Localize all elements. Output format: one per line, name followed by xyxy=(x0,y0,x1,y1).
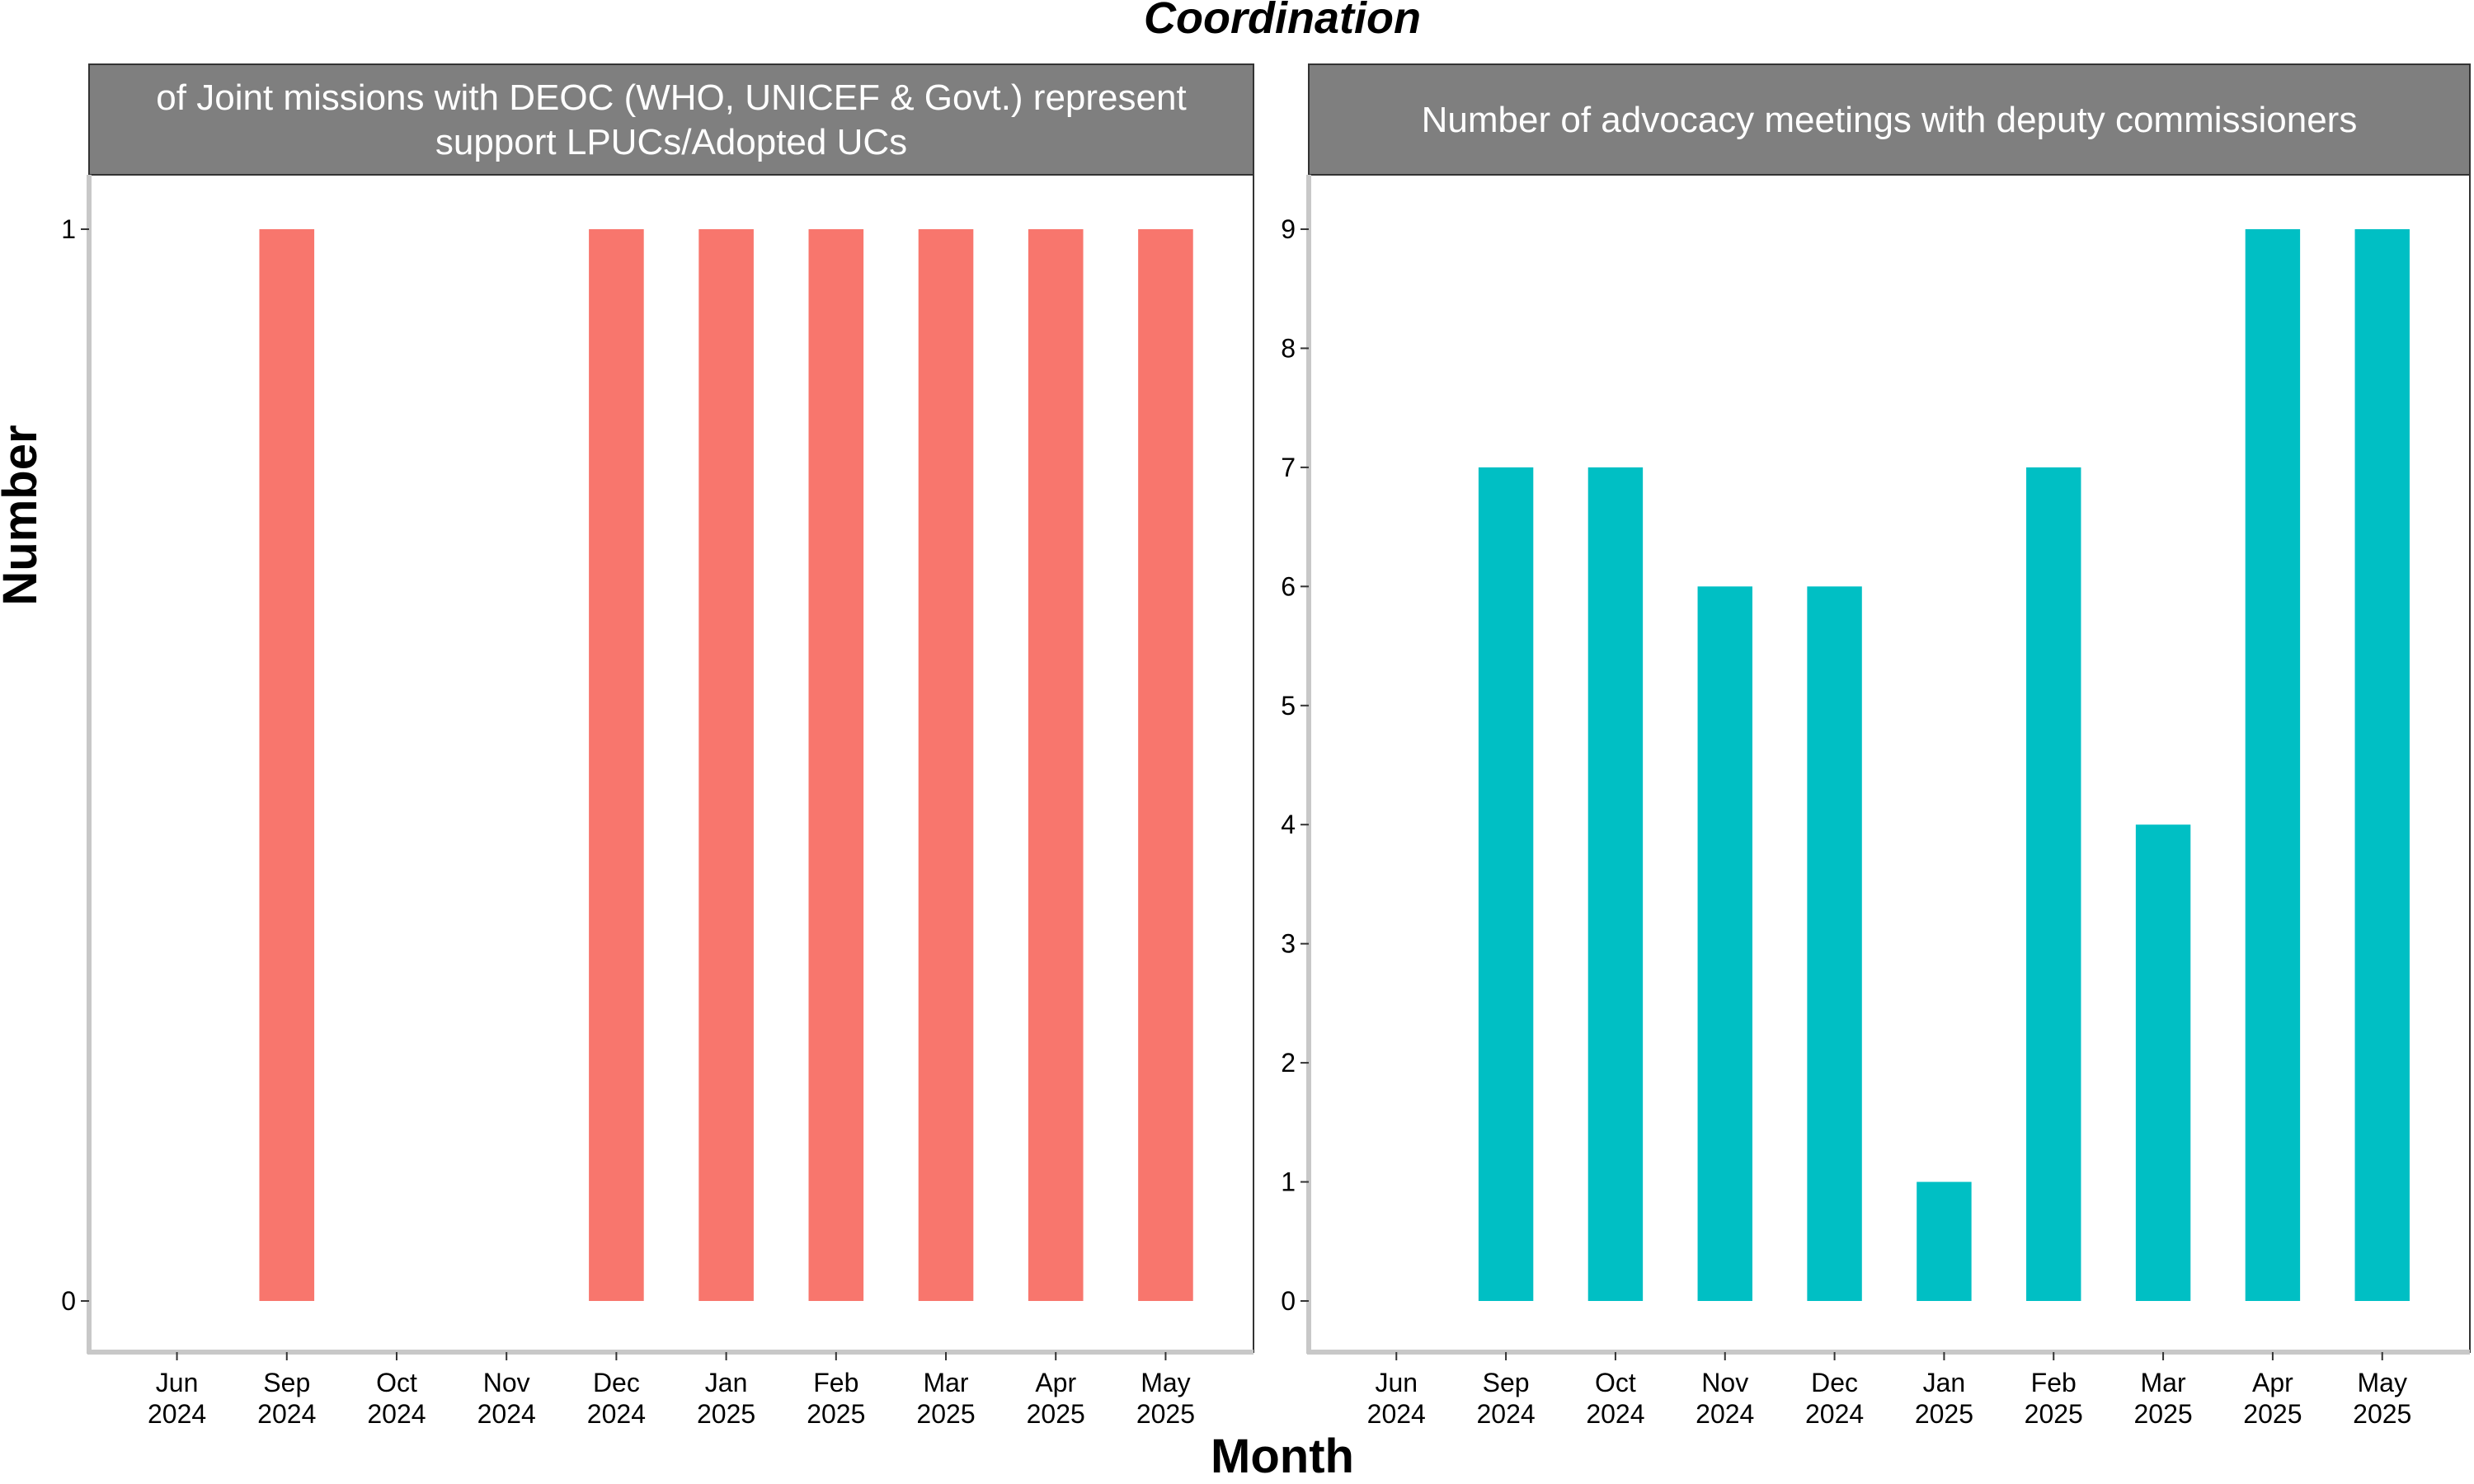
y-tick-label: 6 xyxy=(1281,571,1296,601)
x-tick-label: Sep 2024 xyxy=(1477,1368,1536,1429)
y-tick-label: 9 xyxy=(1281,214,1296,244)
y-tick-label: 3 xyxy=(1281,929,1296,959)
strip-clip: of Joint missions with DEOC (WHO, UNICEF… xyxy=(156,77,1186,162)
x-tick-label: May 2025 xyxy=(1136,1368,1195,1429)
x-tick-label: Nov 2024 xyxy=(477,1368,536,1429)
x-tick-label: Jan 2025 xyxy=(1915,1368,1973,1429)
y-tick-label: 0 xyxy=(61,1286,76,1316)
bar xyxy=(589,229,644,1301)
y-axis-title: Number xyxy=(0,425,47,605)
bar xyxy=(1028,229,1084,1301)
x-tick-label: May 2025 xyxy=(2353,1368,2411,1429)
x-tick-label: Mar 2025 xyxy=(916,1368,975,1429)
bar xyxy=(1587,467,1644,1301)
bar xyxy=(1807,586,1862,1301)
x-tick-label: Apr 2025 xyxy=(2243,1368,2302,1429)
y-tick-label: 8 xyxy=(1281,333,1296,363)
x-tick-label: Nov 2024 xyxy=(1696,1368,1754,1429)
x-tick-label: Jun 2024 xyxy=(148,1368,206,1429)
panel-1: of Joint missions with DEOC (WHO, UNICEF… xyxy=(61,63,1254,1429)
panel-2: Number of advocacy meetings with deputy … xyxy=(1281,63,2471,1429)
y-tick-label: 5 xyxy=(1281,691,1296,721)
bar xyxy=(1138,229,1193,1301)
strip-background xyxy=(1308,63,2471,176)
bar xyxy=(2245,229,2301,1301)
x-tick-label: Oct 2024 xyxy=(367,1368,426,1429)
bar xyxy=(2026,467,2081,1301)
y-tick-label: 1 xyxy=(1281,1167,1296,1197)
x-tick-label: Feb 2025 xyxy=(2025,1368,2083,1429)
y-tick-label: 0 xyxy=(1281,1286,1296,1316)
x-tick-label: Apr 2025 xyxy=(1027,1368,1085,1429)
facet-title-line: support LPUCs/Adopted UCs xyxy=(435,122,907,162)
x-tick-label: Jan 2025 xyxy=(697,1368,755,1429)
x-tick-label: Dec 2024 xyxy=(1805,1368,1864,1429)
bar xyxy=(698,229,754,1301)
bar xyxy=(2135,824,2191,1301)
x-tick-label: Oct 2024 xyxy=(1586,1368,1644,1429)
x-tick-label: Dec 2024 xyxy=(587,1368,646,1429)
strip-background xyxy=(88,63,1254,176)
strip-clip: Number of advocacy meetings with deputy … xyxy=(1422,100,2358,140)
bar xyxy=(259,229,315,1301)
x-tick-label: Feb 2025 xyxy=(807,1368,865,1429)
bar xyxy=(1478,467,1534,1301)
bar xyxy=(808,229,864,1301)
bar xyxy=(2354,229,2410,1301)
y-tick-label: 4 xyxy=(1281,810,1296,839)
chart-title: Coordination xyxy=(1144,0,1421,43)
x-tick-label: Sep 2024 xyxy=(257,1368,316,1429)
facet-title-line: Number of advocacy meetings with deputy … xyxy=(1422,100,2358,140)
x-axis-title: Month xyxy=(1211,1430,1354,1483)
y-tick-label: 2 xyxy=(1281,1048,1296,1078)
y-tick-label: 1 xyxy=(61,214,76,244)
y-tick-label: 7 xyxy=(1281,453,1296,482)
bar xyxy=(1697,586,1752,1301)
panels: of Joint missions with DEOC (WHO, UNICEF… xyxy=(61,63,2471,1429)
bar xyxy=(918,229,974,1301)
x-tick-label: Jun 2024 xyxy=(1367,1368,1426,1429)
bar xyxy=(1917,1181,1972,1301)
facet-title-line: of Joint missions with DEOC (WHO, UNICEF… xyxy=(156,77,1186,118)
x-tick-label: Mar 2025 xyxy=(2133,1368,2192,1429)
